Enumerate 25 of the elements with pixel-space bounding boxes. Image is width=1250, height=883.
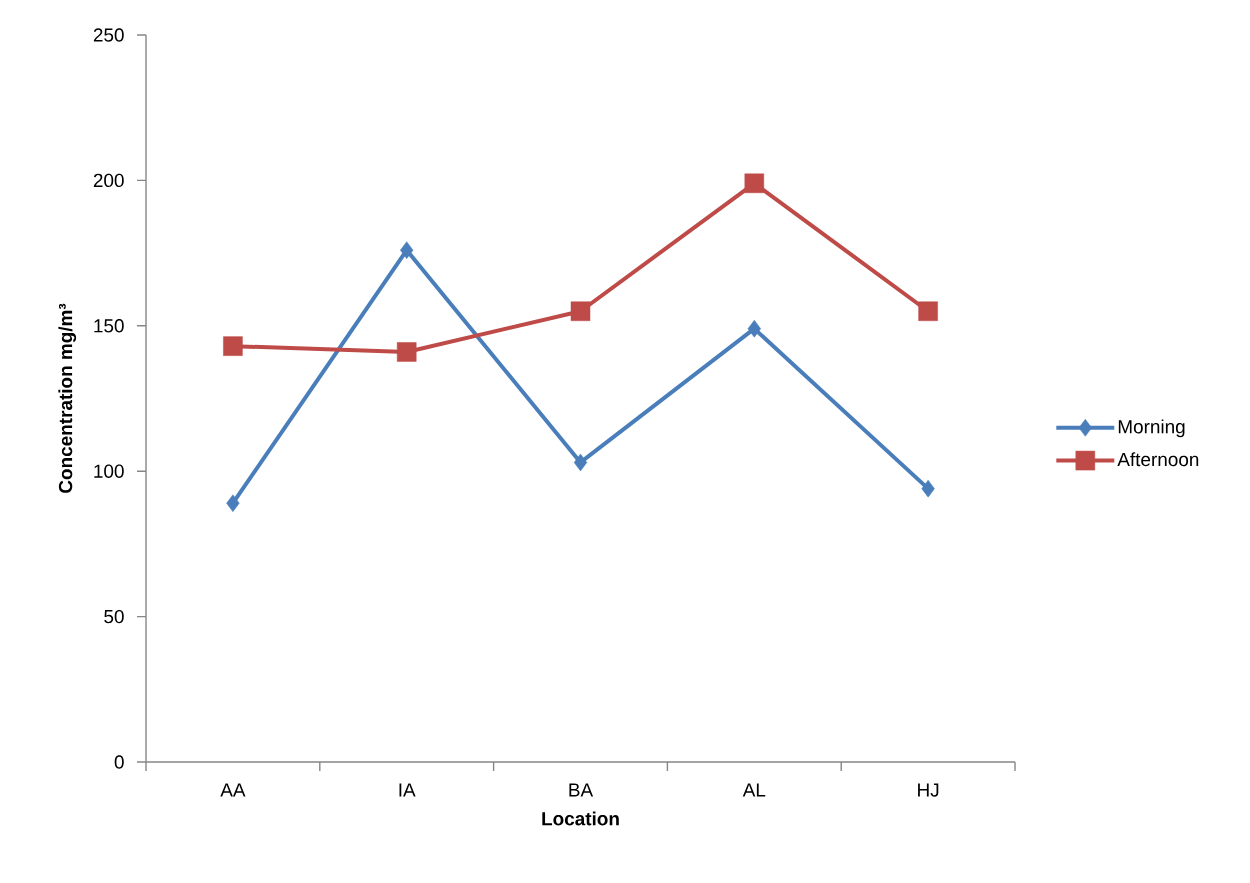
point	[921, 479, 935, 498]
point	[226, 494, 240, 512]
point	[223, 336, 243, 356]
y-tick-label: 100	[94, 464, 124, 478]
y-tick-label: 250	[93, 28, 124, 42]
y-tick-label: 50	[104, 609, 124, 624]
y-tick-label: 200	[93, 173, 124, 188]
point	[747, 319, 761, 338]
x-tick-label: HJ	[918, 783, 939, 797]
x-tick-label: AL	[742, 783, 766, 797]
x-tick-label: IA	[399, 783, 416, 797]
x-axis-title: Location	[542, 811, 619, 826]
point	[396, 342, 417, 362]
y-tick-label: 150	[94, 319, 124, 333]
legend-label: Afternoon	[1117, 452, 1199, 467]
y-axis-title: Concentration mg/m³	[58, 303, 77, 493]
point	[918, 301, 938, 321]
point	[570, 301, 591, 321]
x-tick-label: BA	[569, 783, 594, 797]
legend-label: Morning	[1118, 419, 1185, 438]
point	[400, 241, 414, 259]
point	[744, 173, 765, 194]
x-tick-label: AA	[220, 783, 246, 797]
point	[573, 453, 588, 472]
y-tick-label: 0	[114, 755, 124, 769]
